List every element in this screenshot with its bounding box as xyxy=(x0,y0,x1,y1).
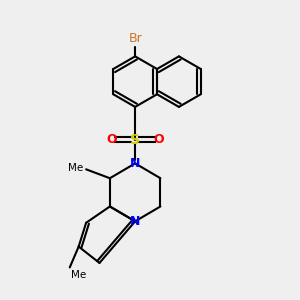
Text: S: S xyxy=(130,133,140,147)
Text: N: N xyxy=(130,215,140,228)
Text: Br: Br xyxy=(128,32,142,45)
Text: N: N xyxy=(130,157,140,170)
Text: Me: Me xyxy=(68,163,84,173)
Text: O: O xyxy=(154,133,164,146)
Text: O: O xyxy=(106,133,117,146)
Text: Me: Me xyxy=(71,270,86,280)
